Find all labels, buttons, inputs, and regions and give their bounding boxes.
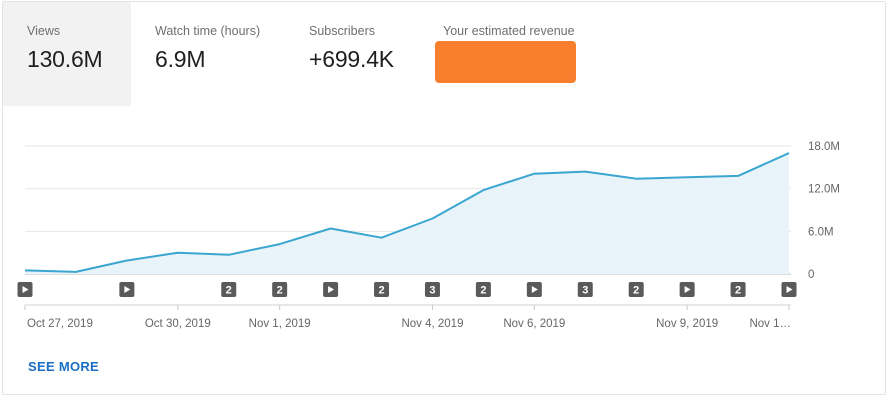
y-tick-label: 12.0M (808, 184, 840, 196)
x-tick-label: Nov 4, 2019 (401, 318, 463, 330)
y-tick-label: 6.0M (808, 226, 834, 238)
marker-count-label: 3 (582, 285, 588, 297)
play-icon (786, 286, 793, 293)
marker-count-label: 2 (735, 285, 741, 297)
marker-count-label: 2 (633, 285, 639, 297)
upload-count-marker[interactable]: 2 (374, 282, 390, 297)
series-line (24, 152, 790, 273)
upload-count-marker[interactable]: 2 (221, 282, 237, 297)
metric-value: 6.9M (155, 46, 206, 72)
x-tick-label: Oct 27, 2019 (27, 318, 93, 330)
upload-count-marker[interactable]: 3 (424, 282, 440, 297)
x-tick-label: Nov 1, 2019 (249, 318, 311, 330)
metric-value: 130.6M (27, 46, 103, 72)
views-chart: 18.0M 12.0M 6.0M 0 2 2 2 3 2 3 2 2 Oct 27, 2019 Oct 3… (17, 141, 840, 330)
upload-count-marker[interactable]: 3 (577, 282, 593, 297)
marker-count-label: 2 (226, 285, 232, 297)
video-marker[interactable] (781, 282, 797, 297)
x-tick-label: Oct 30, 2019 (145, 318, 211, 330)
y-tick-label: 0 (808, 269, 814, 281)
play-icon (531, 286, 538, 293)
revenue-redaction-box (435, 41, 576, 83)
play-icon (124, 286, 131, 293)
marker-count-label: 2 (378, 285, 384, 297)
metric-value: +699.4K (309, 46, 394, 72)
metric-label: Your estimated revenue (443, 24, 575, 38)
metric-tab-views[interactable]: Views 130.6M (3, 2, 131, 106)
series-area (25, 153, 789, 274)
x-tick-label: Nov 6, 2019 (503, 318, 565, 330)
metric-tab-revenue[interactable]: Your estimated revenue (419, 2, 599, 106)
upload-count-marker[interactable]: 2 (628, 282, 644, 297)
upload-count-marker[interactable]: 2 (475, 282, 491, 297)
play-icon (328, 286, 335, 293)
metric-label: Subscribers (309, 24, 375, 38)
upload-count-marker[interactable]: 2 (272, 282, 288, 297)
marker-count-label: 2 (277, 285, 283, 297)
video-marker[interactable] (526, 282, 542, 297)
analytics-card: Views 130.6M Watch time (hours) 6.9M Sub… (2, 1, 886, 395)
x-tick-label: Nov 1… (749, 318, 791, 330)
see-more-link[interactable]: SEE MORE (28, 359, 100, 374)
play-icon (22, 286, 29, 293)
video-marker[interactable] (17, 282, 33, 297)
marker-count-label: 3 (429, 285, 435, 297)
metric-label: Views (27, 24, 61, 38)
play-icon (684, 286, 691, 293)
video-marker[interactable] (119, 282, 135, 297)
video-marker[interactable] (323, 282, 339, 297)
metric-tab-subscribers[interactable]: Subscribers +699.4K (285, 2, 435, 106)
y-tick-label: 18.0M (808, 141, 840, 153)
metric-label: Watch time (hours) (155, 24, 261, 38)
upload-count-marker[interactable]: 2 (730, 282, 746, 297)
metric-tab-watch-time[interactable]: Watch time (hours) 6.9M (131, 2, 285, 106)
marker-count-label: 2 (480, 285, 486, 297)
video-marker[interactable] (679, 282, 695, 297)
x-tick-label: Nov 9, 2019 (656, 318, 718, 330)
